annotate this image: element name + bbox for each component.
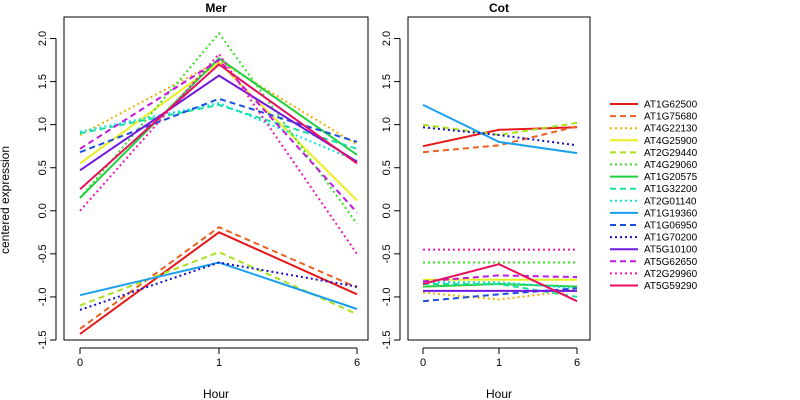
series-line-mer-at1g32200 [79,103,358,150]
y-tick-label-mer: 1.0 [37,117,49,132]
legend-item: AT1G20575 [610,172,698,183]
series-line-cot-at1g70200 [422,126,578,147]
x-tick-label-cot: 1 [496,357,502,369]
legend-item: AT5G62650 [610,257,698,268]
y-tick-label-mer: -1.0 [37,287,49,306]
legend-label: AT2G01140 [644,196,697,207]
series-line-mer-at2g29440 [79,251,358,316]
legend-label: AT1G62500 [644,100,698,111]
legend-label: AT1G06950 [644,221,698,232]
legend-label: AT2G29960 [644,269,698,280]
legend-item: AT1G32200 [610,184,698,195]
series-line-mer-at4g22130 [79,59,358,146]
legend-item: AT1G70200 [610,233,698,244]
y-tick-label-cot: 1.5 [381,74,393,89]
legend-item: AT1G75680 [610,112,698,123]
y-tick-label-mer: -1.5 [37,331,49,350]
legend-label: AT1G20575 [644,172,698,183]
x-axis-label-cot: Hour [486,387,512,400]
legend-item: AT2G29960 [610,269,698,280]
legend-item: AT4G25900 [610,136,698,147]
legend-item: AT1G19360 [610,208,698,219]
legend-item: AT1G06950 [610,221,698,232]
legend-item: AT4G22130 [610,124,698,135]
series-line-mer-at1g19360 [79,261,358,310]
series-line-mer-at5g10100 [79,74,358,172]
y-tick-label-cot: -0.5 [381,244,393,263]
legend-item: AT2G01140 [610,196,697,207]
series-line-mer-at1g70200 [79,261,358,311]
y-tick-label-cot: 0.5 [381,160,393,175]
panels: Mer-1.5-1.0-0.50.00.51.01.52.00 1 6HourCot… [37,1,591,400]
panel-cot: Cot -1.5 -1.0 -0.5 0.0 0.5 1.0 1.5 2.0 0 1 6 Hour [381,1,591,400]
y-tick-label-mer: 0.0 [37,203,49,218]
legend-label: AT4G25900 [644,136,698,147]
y-tick-label-cot: -1.5 [381,331,393,350]
series-line-cot-at2g01140 [423,281,578,290]
legend-label: AT5G10100 [644,245,698,256]
series-line-cot-at5g62650 [422,274,578,283]
series-line-mer-at2g01140 [79,102,358,162]
series-line-mer-at4g25900 [79,61,358,202]
series-line-mer-at1g06950 [79,97,358,154]
series-line-mer-at5g59290 [79,63,358,191]
series-line-cot-at4g22130 [422,289,578,301]
y-tick-label-cot: 0.0 [381,203,393,218]
y-tick-label-mer: 1.5 [37,74,49,89]
x-tick-label-mer: 1 [216,357,222,369]
legend-label: AT4G22130 [644,124,698,135]
panel-mer: Mer -1.5 -1.0 -0.5 0.0 0.5 1.0 1.5 2.0 0 1 6 Hour [37,1,369,400]
series-line-cot-at2g29440 [422,121,578,137]
legend-label: AT1G70200 [644,233,698,244]
series-line-cot-at5g59290 [422,263,578,303]
legend-label: AT5G62650 [644,257,698,268]
series-line-mer-at2g29960 [79,52,358,255]
y-tick-label-cot: 2.0 [381,31,393,46]
y-tick-label-mer: -0.5 [37,244,49,263]
series-line-mer-at1g20575 [79,56,358,199]
legend-item: AT2G29440 [610,148,698,159]
legend-item: AT5G59290 [610,281,698,292]
series-line-cot-at1g19360 [422,104,578,155]
plot-frame-mer [63,16,369,341]
legend-label: AT1G75680 [644,112,698,123]
series-line-cot-at1g62500 [422,126,578,148]
series-line-cot-at1g32200 [423,283,578,298]
series-line-cot-at1g06950 [422,287,578,303]
series-line-mer-at1g62500 [79,231,358,335]
series-line-mer-at5g62650 [79,58,358,214]
legend-item: AT4G29060 [610,160,698,171]
y-tick-label-cot: 1.0 [381,117,393,132]
x-tick-label-cot: 6 [574,357,580,369]
y-tick-label-mer: 0.5 [37,160,49,175]
legend-label: AT5G59290 [644,281,698,292]
x-tick-label-mer: 6 [354,357,360,369]
legend-item: AT5G10100 [610,245,698,256]
series-line-mer-at1g75680 [79,226,358,330]
series-line-cot-at1g75680 [422,125,578,154]
legend-label: AT2G29440 [644,148,698,159]
legend-item: AT1G62500 [610,100,698,111]
legend-label: AT4G29060 [644,160,698,171]
x-tick-label-mer: 0 [77,357,83,369]
x-tick-label-cot: 0 [420,357,426,369]
legend-label: AT1G32200 [644,184,698,195]
x-axis-label-mer: Hour [203,387,229,400]
y-axis-label: centered expression [0,146,12,254]
y-tick-label-cot: -1.0 [381,287,393,306]
panel-title-mer: Mer [205,1,227,15]
legend-label: AT1G19360 [644,208,698,219]
panel-title-cot: Cot [489,1,509,15]
legend: AT1G62500AT1G75680AT4G22130AT4G25900AT2G… [610,100,698,292]
y-tick-label-mer: 2.0 [37,31,49,46]
plot-frame-cot [407,16,591,341]
series-line-mer-at4g29060 [79,31,358,225]
